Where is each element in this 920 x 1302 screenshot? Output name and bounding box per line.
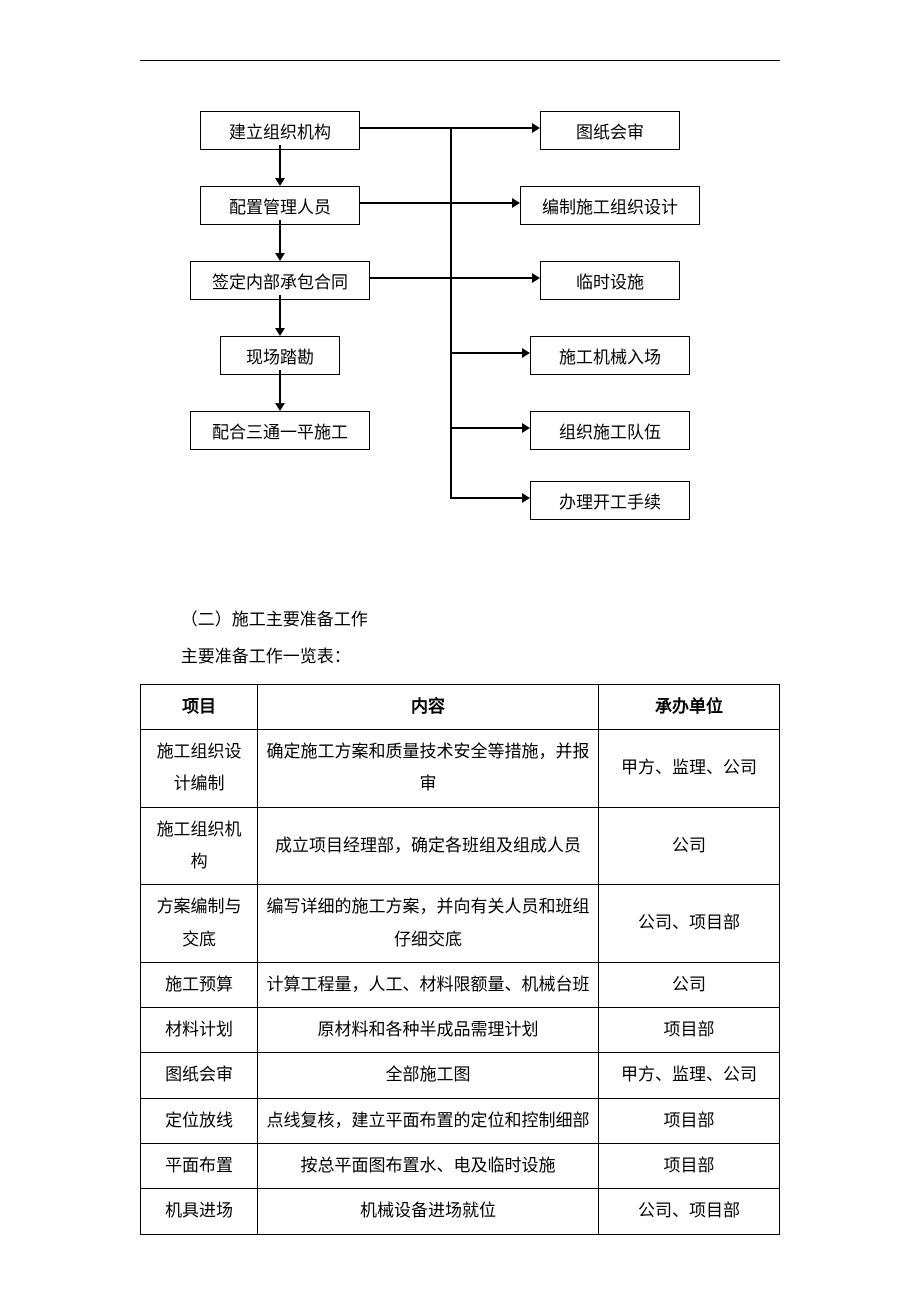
flow-edge bbox=[360, 202, 450, 204]
flowchart: 建立组织机构 配置管理人员 签定内部承包合同 现场踏勘 配合三通一平施工 图纸会… bbox=[140, 111, 780, 571]
table-row: 定位放线点线复核，建立平面布置的定位和控制细部项目部 bbox=[141, 1098, 780, 1143]
flow-edge bbox=[279, 295, 281, 328]
arrow-down-icon bbox=[275, 178, 285, 186]
arrow-right-icon bbox=[522, 493, 530, 503]
flow-edge bbox=[450, 127, 532, 129]
table-cell: 平面布置 bbox=[141, 1144, 258, 1189]
table-cell: 材料计划 bbox=[141, 1008, 258, 1053]
table-row: 图纸会审全部施工图甲方、监理、公司 bbox=[141, 1053, 780, 1098]
table-cell: 施工组织设计编制 bbox=[141, 730, 258, 808]
table-row: 材料计划原材料和各种半成品需理计划项目部 bbox=[141, 1008, 780, 1053]
col-header-project: 项目 bbox=[141, 684, 258, 729]
table-cell: 项目部 bbox=[598, 1008, 779, 1053]
table-cell: 图纸会审 bbox=[141, 1053, 258, 1098]
flow-edge bbox=[450, 202, 512, 204]
flow-node-r5: 组织施工队伍 bbox=[530, 411, 690, 450]
table-row: 施工预算计算工程量，人工、材料限额量、机械台班公司 bbox=[141, 962, 780, 1007]
table-cell: 原材料和各种半成品需理计划 bbox=[258, 1008, 599, 1053]
table-cell: 甲方、监理、公司 bbox=[598, 730, 779, 808]
arrow-right-icon bbox=[532, 273, 540, 283]
flow-edge bbox=[279, 220, 281, 253]
arrow-down-icon bbox=[275, 328, 285, 336]
arrow-right-icon bbox=[512, 198, 520, 208]
table-cell: 点线复核，建立平面布置的定位和控制细部 bbox=[258, 1098, 599, 1143]
arrow-right-icon bbox=[532, 123, 540, 133]
table-row: 平面布置按总平面图布置水、电及临时设施项目部 bbox=[141, 1144, 780, 1189]
flow-node-n5: 配合三通一平施工 bbox=[190, 411, 370, 450]
flow-edge bbox=[450, 352, 522, 354]
table-cell: 按总平面图布置水、电及临时设施 bbox=[258, 1144, 599, 1189]
arrow-right-icon bbox=[522, 348, 530, 358]
flow-edge bbox=[450, 277, 532, 279]
top-rule bbox=[140, 60, 780, 61]
flow-edge bbox=[450, 427, 522, 429]
table-cell: 施工组织机构 bbox=[141, 807, 258, 885]
table-cell: 成立项目经理部，确定各班组及组成人员 bbox=[258, 807, 599, 885]
table-cell: 确定施工方案和质量技术安全等措施，并报审 bbox=[258, 730, 599, 808]
table-row: 机具进场机械设备进场就位公司、项目部 bbox=[141, 1189, 780, 1234]
col-header-content: 内容 bbox=[258, 684, 599, 729]
table-cell: 项目部 bbox=[598, 1144, 779, 1189]
flow-edge bbox=[450, 127, 452, 498]
section-subtitle: 主要准备工作一览表： bbox=[140, 638, 780, 675]
table-cell: 公司、项目部 bbox=[598, 885, 779, 963]
table-cell: 全部施工图 bbox=[258, 1053, 599, 1098]
table-cell: 公司 bbox=[598, 807, 779, 885]
arrow-right-icon bbox=[522, 423, 530, 433]
flow-node-r1: 图纸会审 bbox=[540, 111, 680, 150]
table-cell: 机具进场 bbox=[141, 1189, 258, 1234]
table-body: 施工组织设计编制确定施工方案和质量技术安全等措施，并报审甲方、监理、公司施工组织… bbox=[141, 730, 780, 1235]
arrow-down-icon bbox=[275, 403, 285, 411]
table-cell: 机械设备进场就位 bbox=[258, 1189, 599, 1234]
flow-edge bbox=[360, 127, 450, 129]
table-cell: 定位放线 bbox=[141, 1098, 258, 1143]
flow-edge bbox=[370, 277, 450, 279]
col-header-unit: 承办单位 bbox=[598, 684, 779, 729]
flow-edge bbox=[279, 370, 281, 403]
table-cell: 项目部 bbox=[598, 1098, 779, 1143]
table-row: 施工组织机构成立项目经理部，确定各班组及组成人员公司 bbox=[141, 807, 780, 885]
table-row: 施工组织设计编制确定施工方案和质量技术安全等措施，并报审甲方、监理、公司 bbox=[141, 730, 780, 808]
table-cell: 施工预算 bbox=[141, 962, 258, 1007]
flow-edge bbox=[450, 497, 522, 499]
table-cell: 编写详细的施工方案，并向有关人员和班组仔细交底 bbox=[258, 885, 599, 963]
flow-node-r3: 临时设施 bbox=[540, 261, 680, 300]
table-cell: 甲方、监理、公司 bbox=[598, 1053, 779, 1098]
flow-node-r2: 编制施工组织设计 bbox=[520, 186, 700, 225]
arrow-down-icon bbox=[275, 253, 285, 261]
table-cell: 计算工程量，人工、材料限额量、机械台班 bbox=[258, 962, 599, 1007]
table-cell: 方案编制与交底 bbox=[141, 885, 258, 963]
section-heading: （二）施工主要准备工作 bbox=[140, 601, 780, 638]
prep-table: 项目 内容 承办单位 施工组织设计编制确定施工方案和质量技术安全等措施，并报审甲… bbox=[140, 684, 780, 1235]
table-row: 方案编制与交底编写详细的施工方案，并向有关人员和班组仔细交底公司、项目部 bbox=[141, 885, 780, 963]
flow-node-r6: 办理开工手续 bbox=[530, 481, 690, 520]
table-cell: 公司 bbox=[598, 962, 779, 1007]
table-header-row: 项目 内容 承办单位 bbox=[141, 684, 780, 729]
flow-node-r4: 施工机械入场 bbox=[530, 336, 690, 375]
flow-edge bbox=[279, 145, 281, 178]
table-cell: 公司、项目部 bbox=[598, 1189, 779, 1234]
